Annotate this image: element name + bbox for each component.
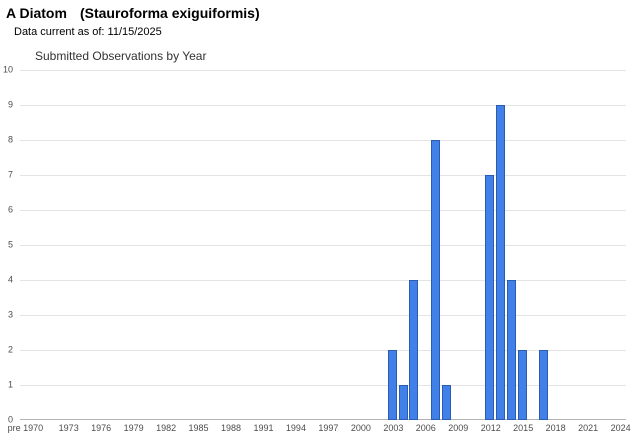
x-tick-label: 2009	[448, 423, 469, 433]
y-gridline	[20, 175, 626, 176]
y-gridline	[20, 70, 626, 71]
x-tick-label: 2018	[545, 423, 566, 433]
x-tick-label: 1982	[156, 423, 177, 433]
x-axis-labels: pre 1970 1973 1976 1979 1982 1985 1988 1991 1994…	[8, 423, 631, 438]
y-gridline	[20, 315, 626, 316]
x-tick-label: 1994	[285, 423, 306, 433]
bar-2004	[398, 385, 408, 420]
species-common-name: A Diatom	[6, 5, 67, 21]
bar-2005	[409, 280, 419, 420]
y-gridline	[20, 350, 626, 351]
bar-2008	[441, 385, 451, 420]
y-tick-label: 4	[7, 274, 13, 285]
y-tick-label: 1	[7, 379, 13, 390]
x-tick-label: 1976	[91, 423, 112, 433]
y-gridline	[20, 385, 626, 386]
x-tick-label: 1973	[58, 423, 79, 433]
y-tick-label: 7	[7, 169, 13, 180]
x-tick-label: 2012	[480, 423, 501, 433]
y-tick-label: 5	[7, 239, 13, 250]
x-tick-label: 2024	[610, 423, 631, 433]
x-tick-label: pre 1970	[7, 423, 44, 433]
bar-2014	[506, 280, 516, 420]
y-tick-label: 10	[2, 64, 13, 75]
bar-2017	[539, 350, 549, 420]
bar-2013	[496, 105, 506, 420]
y-tick-label: 2	[7, 344, 13, 355]
x-tick-label: 2006	[415, 423, 436, 433]
bar-2012	[485, 175, 495, 420]
y-gridline	[20, 210, 626, 211]
y-axis-labels: 0 1 2 3 4 5 6 7 8 9 10	[0, 65, 16, 424]
page-title: A Diatom (Stauroforma exiguiformis)	[6, 5, 260, 21]
x-tick-label: 2021	[578, 423, 599, 433]
y-gridline	[20, 105, 626, 106]
bar-2015	[517, 350, 527, 420]
data-current-label: Data current as of: 11/15/2025	[14, 26, 162, 38]
y-gridline	[20, 245, 626, 246]
x-tick-label: 1979	[123, 423, 144, 433]
x-tick-label: 1988	[221, 423, 242, 433]
y-tick-label: 6	[7, 204, 13, 215]
x-axis-line	[20, 419, 626, 420]
x-tick-label: 1985	[188, 423, 209, 433]
x-tick-label: 2015	[513, 423, 534, 433]
plot-area	[20, 70, 626, 420]
x-tick-label: 2000	[350, 423, 371, 433]
chart-title: Submitted Observations by Year	[35, 49, 207, 63]
y-tick-label: 9	[7, 99, 13, 110]
bar-2007	[431, 140, 441, 420]
y-tick-label: 3	[7, 309, 13, 320]
y-tick-label: 0	[7, 414, 13, 425]
species-scientific-name: (Stauroforma exiguiformis)	[79, 5, 260, 21]
x-tick-label: 1991	[253, 423, 274, 433]
x-tick-label: 2003	[383, 423, 404, 433]
y-gridline	[20, 280, 626, 281]
y-gridline	[20, 140, 626, 141]
y-tick-label: 8	[7, 134, 13, 145]
x-tick-label: 1997	[318, 423, 339, 433]
bar-2003	[387, 350, 397, 420]
